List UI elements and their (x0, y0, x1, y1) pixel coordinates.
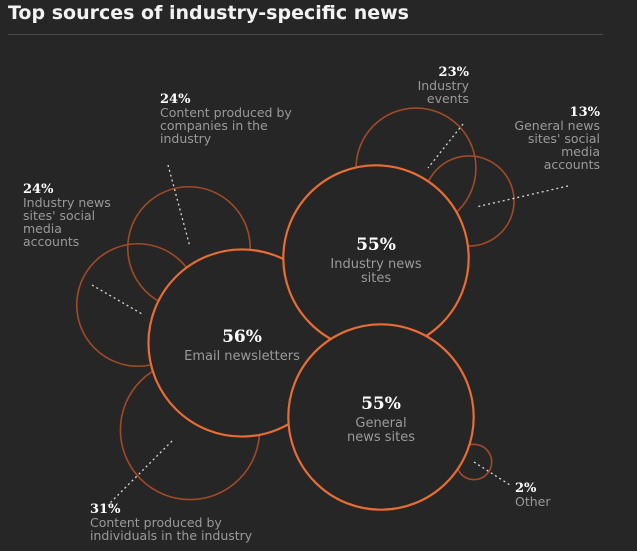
value-label: 24% (23, 182, 54, 197)
category-label: industry (160, 131, 212, 146)
leader-line-content-produced-by-companies-in-the-industry (167, 164, 191, 248)
label-email-newsletters: 56% Email newsletters (184, 327, 300, 364)
value-label: 56% (222, 327, 262, 347)
bubble-general-news-sites (287, 323, 475, 511)
category-label: accounts (23, 234, 79, 249)
label-other: 2%Other (515, 481, 551, 509)
category-label: Email newsletters (184, 349, 300, 364)
value-label: 2% (515, 481, 537, 496)
bubbles (75, 107, 515, 511)
leader-line-content-produced-by-individuals-in-the-industry (107, 440, 173, 506)
category-label: accounts (544, 157, 600, 172)
category-label: sites (361, 271, 391, 286)
category-label: Industry (418, 78, 470, 93)
value-label: 55% (361, 394, 401, 414)
category-label: General (355, 416, 406, 431)
category-label: Other (515, 494, 551, 509)
category-label: media (23, 221, 62, 236)
category-label: sites' social (528, 131, 600, 146)
category-label: Content produced by (90, 515, 222, 530)
category-label: media (561, 144, 600, 159)
value-label: 24% (160, 92, 191, 107)
value-label: 31% (90, 502, 121, 517)
leader-line-other (473, 461, 511, 486)
chart-title: Top sources of industry-specific news (8, 2, 409, 24)
category-label: Industry news (330, 257, 421, 272)
category-label: events (427, 91, 469, 106)
value-label: 23% (439, 65, 470, 80)
leader-line-industry-news-sites-social-media-accounts (91, 284, 143, 315)
leader-line-industry-events (427, 123, 464, 169)
category-label: news sites (347, 430, 415, 445)
title-divider (8, 34, 603, 35)
category-label: Industry news (23, 195, 111, 210)
category-label: individuals in the industry (90, 528, 253, 543)
value-label: 55% (356, 235, 396, 255)
category-label: sites' social (23, 208, 95, 223)
category-label: Content produced by (160, 105, 292, 120)
leader-lines (91, 123, 569, 506)
category-label: General news (514, 118, 600, 133)
value-label: 13% (570, 105, 601, 120)
category-label: companies in the (160, 118, 268, 133)
leader-line-general-news-sites-social-media-accounts (475, 185, 569, 208)
